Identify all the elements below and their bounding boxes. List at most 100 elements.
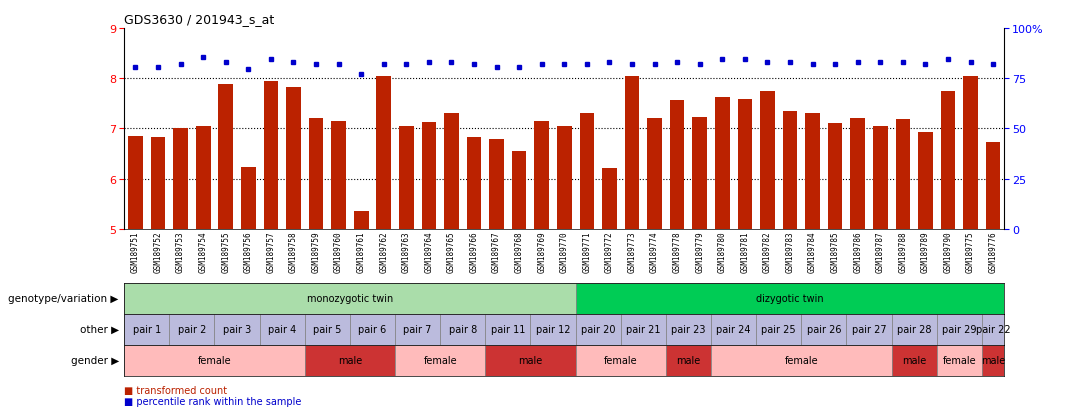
Bar xyxy=(259,314,305,345)
Text: monozygotic twin: monozygotic twin xyxy=(307,293,393,304)
Bar xyxy=(711,345,892,376)
Bar xyxy=(670,101,685,229)
Text: female: female xyxy=(943,355,976,366)
Text: GSM189761: GSM189761 xyxy=(356,231,366,272)
Text: GSM189759: GSM189759 xyxy=(311,231,321,272)
Bar xyxy=(576,345,666,376)
Bar xyxy=(124,314,170,345)
Bar xyxy=(892,314,936,345)
Bar xyxy=(395,314,441,345)
Text: GSM189758: GSM189758 xyxy=(289,231,298,272)
Bar xyxy=(936,345,982,376)
Bar xyxy=(666,314,711,345)
Text: GSM189764: GSM189764 xyxy=(424,231,433,272)
Text: pair 23: pair 23 xyxy=(671,324,705,335)
Bar xyxy=(738,100,752,229)
Text: male: male xyxy=(676,355,701,366)
Bar xyxy=(332,121,346,229)
Text: male: male xyxy=(518,355,542,366)
Bar xyxy=(309,119,323,229)
Text: pair 3: pair 3 xyxy=(222,324,252,335)
Text: female: female xyxy=(784,355,818,366)
Bar xyxy=(195,126,211,229)
Text: GSM189784: GSM189784 xyxy=(808,231,818,272)
Bar xyxy=(485,314,530,345)
Text: GSM189790: GSM189790 xyxy=(944,231,953,272)
Text: GSM189769: GSM189769 xyxy=(537,231,546,272)
Text: GSM189751: GSM189751 xyxy=(131,231,140,272)
Bar xyxy=(760,92,774,229)
Text: GSM189776: GSM189776 xyxy=(988,231,998,272)
Bar xyxy=(441,314,485,345)
Text: GSM189762: GSM189762 xyxy=(379,231,388,272)
Text: male: male xyxy=(902,355,927,366)
Bar xyxy=(421,123,436,229)
Bar xyxy=(124,283,576,314)
Bar xyxy=(692,118,707,229)
Bar xyxy=(286,88,301,229)
Bar xyxy=(354,212,368,229)
Text: GSM189766: GSM189766 xyxy=(470,231,478,272)
Text: genotype/variation ▶: genotype/variation ▶ xyxy=(9,293,119,304)
Text: GSM189783: GSM189783 xyxy=(785,231,795,272)
Bar xyxy=(305,345,395,376)
Bar xyxy=(512,152,526,229)
Bar xyxy=(576,283,1004,314)
Bar xyxy=(827,124,842,229)
Text: GSM189752: GSM189752 xyxy=(153,231,163,272)
Text: GSM189785: GSM189785 xyxy=(831,231,839,272)
Text: pair 2: pair 2 xyxy=(178,324,206,335)
Text: GSM189760: GSM189760 xyxy=(334,231,343,272)
Bar xyxy=(982,345,1004,376)
Bar xyxy=(806,114,820,229)
Bar xyxy=(715,98,730,229)
Bar xyxy=(847,314,892,345)
Text: GSM189779: GSM189779 xyxy=(696,231,704,272)
Text: GSM189753: GSM189753 xyxy=(176,231,185,272)
Text: GSM189775: GSM189775 xyxy=(966,231,975,272)
Text: GSM189786: GSM189786 xyxy=(853,231,862,272)
Text: GDS3630 / 201943_s_at: GDS3630 / 201943_s_at xyxy=(124,13,274,26)
Bar xyxy=(621,314,666,345)
Bar xyxy=(151,138,165,229)
Text: GSM189778: GSM189778 xyxy=(673,231,681,272)
Bar xyxy=(892,345,936,376)
Bar xyxy=(170,314,215,345)
Text: female: female xyxy=(604,355,637,366)
Text: pair 7: pair 7 xyxy=(404,324,432,335)
Bar xyxy=(941,92,956,229)
Text: ■ percentile rank within the sample: ■ percentile rank within the sample xyxy=(124,396,301,406)
Text: GSM189754: GSM189754 xyxy=(199,231,207,272)
Bar xyxy=(895,120,910,229)
Text: GSM189767: GSM189767 xyxy=(492,231,501,272)
Text: GSM189757: GSM189757 xyxy=(267,231,275,272)
Bar xyxy=(873,126,888,229)
Bar xyxy=(399,126,414,229)
Text: pair 20: pair 20 xyxy=(581,324,616,335)
Bar xyxy=(918,133,933,229)
Bar xyxy=(305,314,350,345)
Text: GSM189789: GSM189789 xyxy=(921,231,930,272)
Text: GSM189765: GSM189765 xyxy=(447,231,456,272)
Bar xyxy=(377,76,391,229)
Text: GSM189771: GSM189771 xyxy=(582,231,592,272)
Bar xyxy=(982,314,1004,345)
Bar xyxy=(173,129,188,229)
Text: male: male xyxy=(981,355,1005,366)
Text: GSM189755: GSM189755 xyxy=(221,231,230,272)
Text: GSM189772: GSM189772 xyxy=(605,231,613,272)
Text: GSM189774: GSM189774 xyxy=(650,231,659,272)
Text: pair 27: pair 27 xyxy=(852,324,887,335)
Bar xyxy=(124,345,305,376)
Bar xyxy=(264,81,279,229)
Text: pair 8: pair 8 xyxy=(448,324,477,335)
Bar xyxy=(580,114,594,229)
Text: pair 28: pair 28 xyxy=(896,324,931,335)
Bar xyxy=(936,314,982,345)
Text: pair 22: pair 22 xyxy=(976,324,1011,335)
Bar xyxy=(129,137,143,229)
Text: pair 21: pair 21 xyxy=(626,324,661,335)
Text: GSM189780: GSM189780 xyxy=(718,231,727,272)
Text: pair 6: pair 6 xyxy=(359,324,387,335)
Text: GSM189756: GSM189756 xyxy=(244,231,253,272)
